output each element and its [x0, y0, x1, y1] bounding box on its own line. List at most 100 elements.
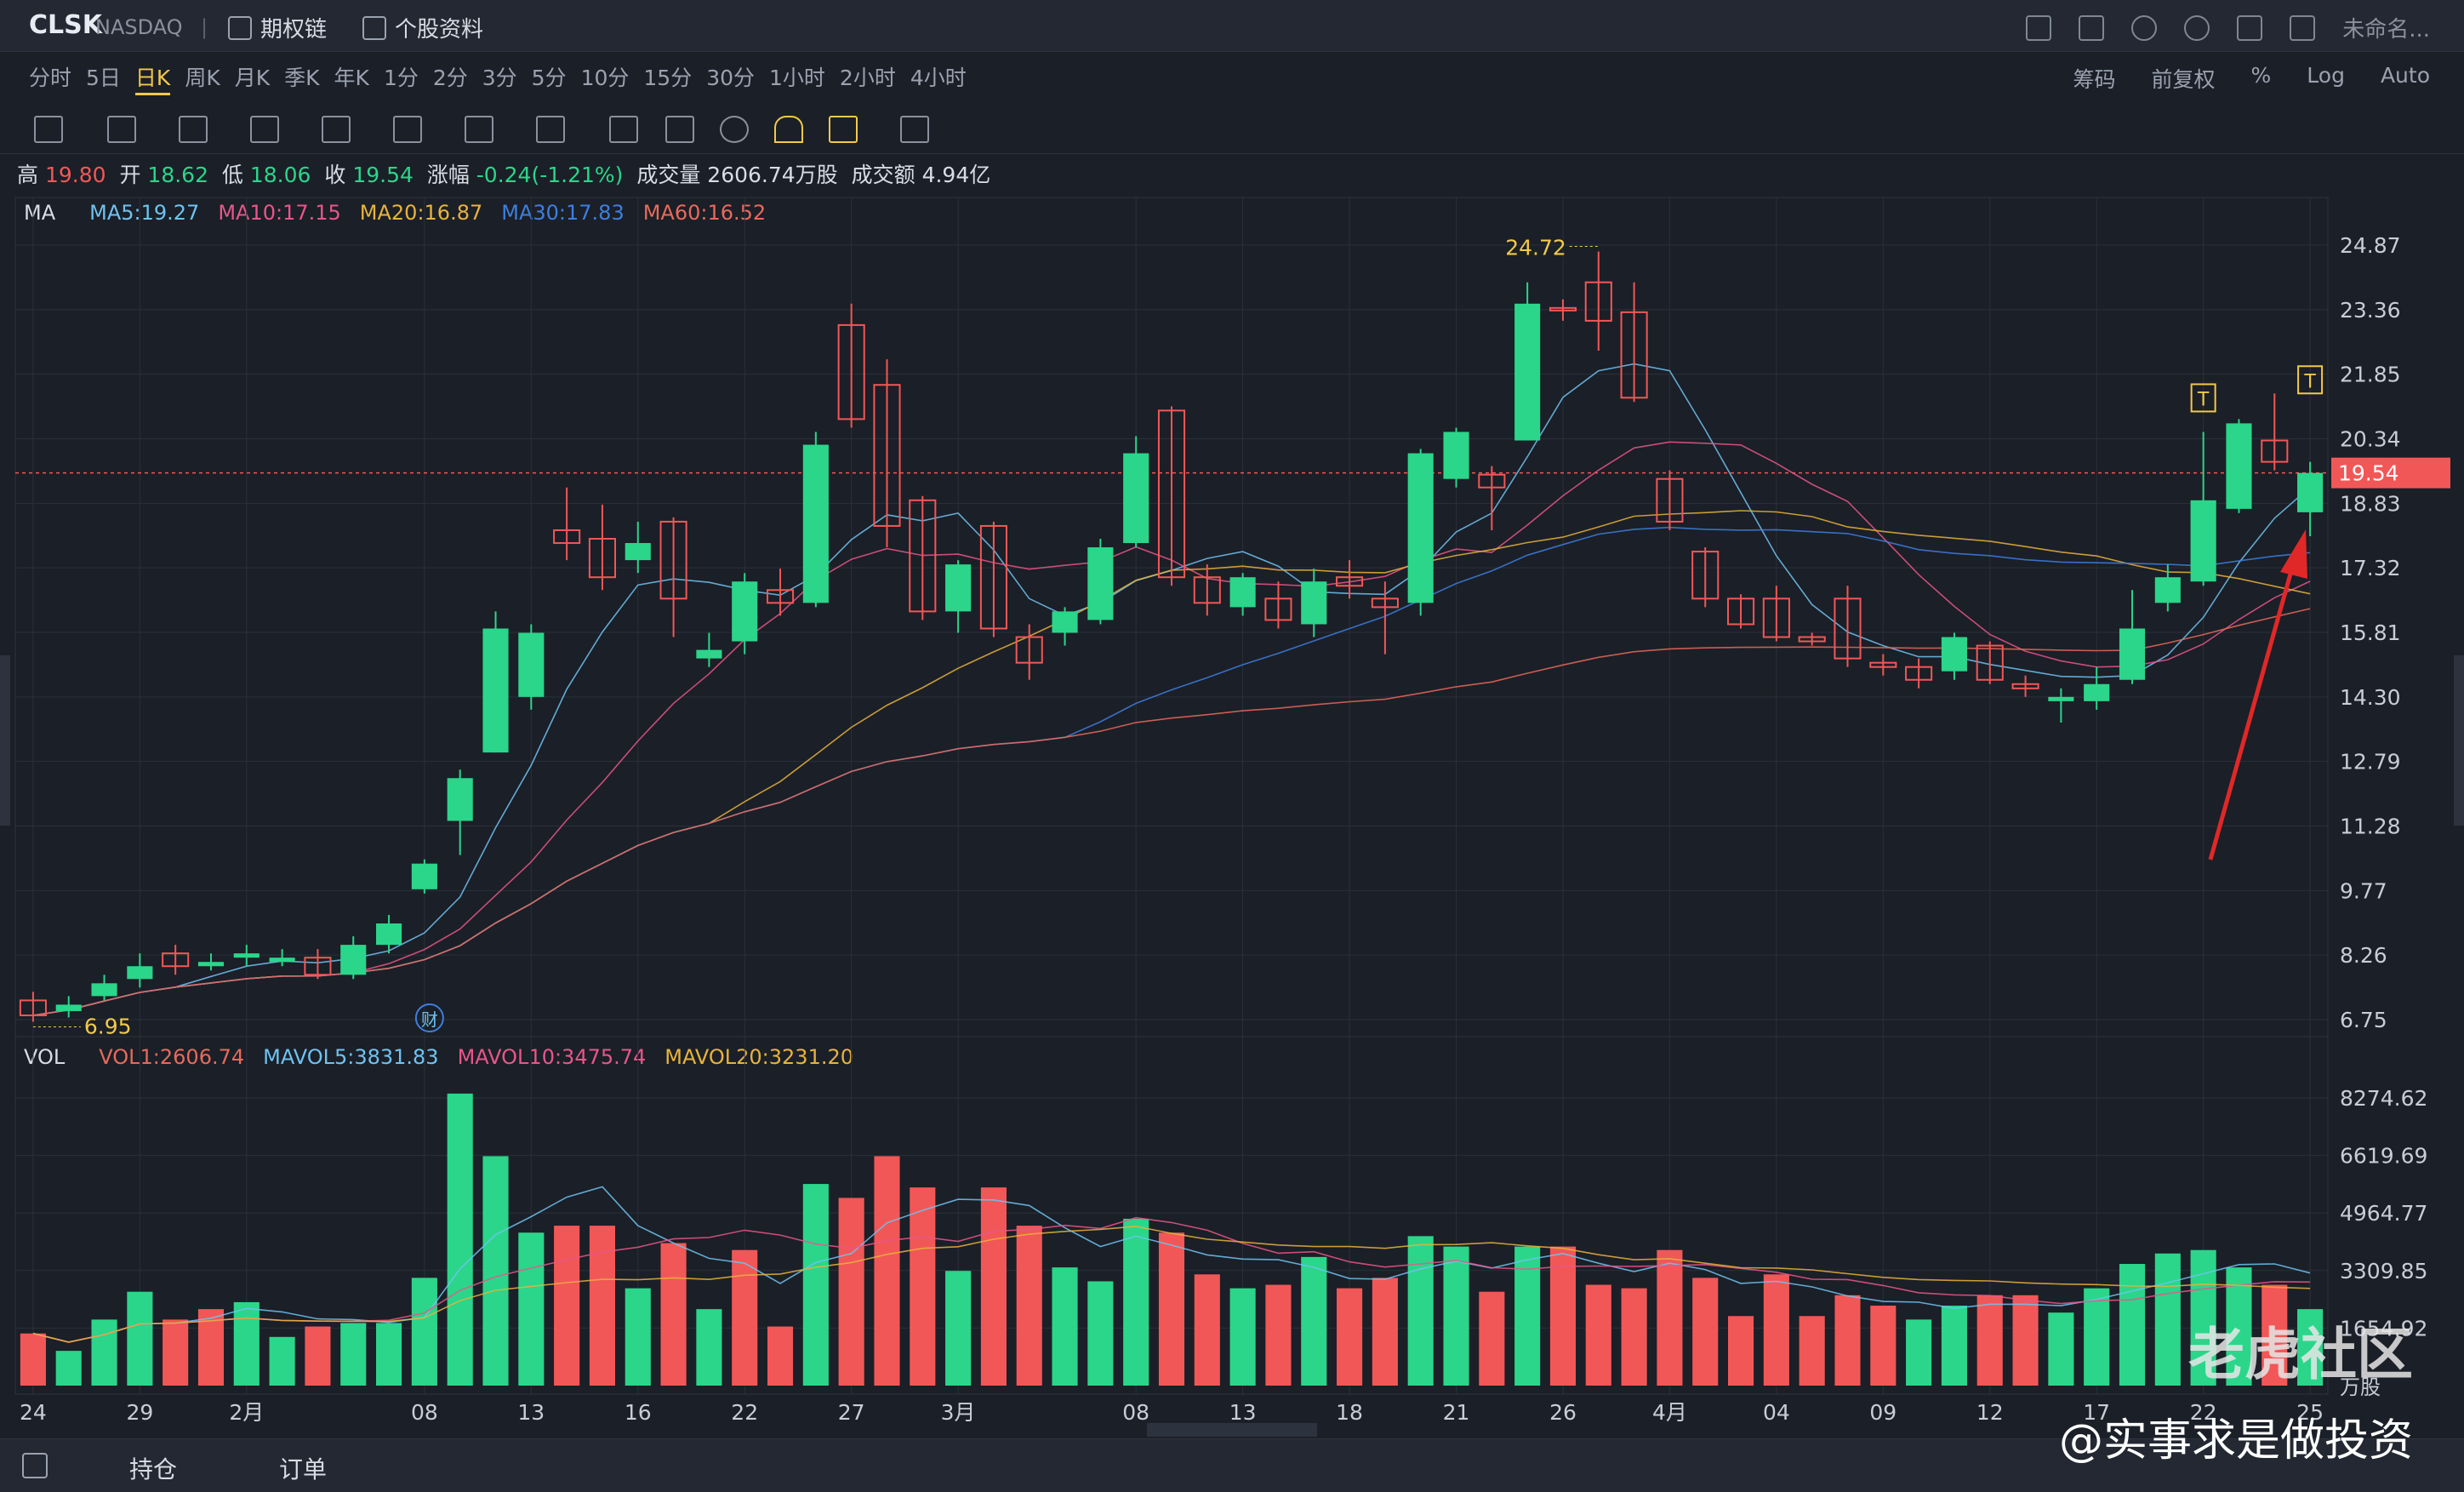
panel-toggle-icon[interactable] [22, 1453, 48, 1478]
volume-bar [1621, 1288, 1647, 1386]
ma-legend[interactable]: MA MA5:19.27 MA10:17.15 MA20:16.87 MA30:17.8… [24, 201, 784, 225]
chart-option[interactable]: Log [2307, 63, 2345, 88]
candle [1336, 560, 1364, 599]
candle [2011, 675, 2039, 697]
volume-bar [1052, 1267, 1078, 1386]
magnet-icon[interactable] [774, 116, 803, 143]
option-chain-link[interactable]: 期权链 [228, 12, 327, 43]
gear-icon[interactable] [2184, 14, 2210, 41]
grid-layout-icon[interactable] [2290, 14, 2316, 41]
edit-icon[interactable] [2079, 14, 2105, 41]
candle [1015, 624, 1043, 680]
bottom-collapse-handle [1147, 1423, 1317, 1437]
rectangle-tool-icon[interactable] [107, 116, 136, 143]
measure-tool-icon[interactable] [393, 116, 422, 143]
fullscreen-icon[interactable] [2237, 14, 2263, 41]
time-tick-label: 16 [625, 1400, 652, 1425]
chart-option[interactable]: % [2250, 63, 2272, 88]
candle [873, 359, 901, 548]
time-tick-label: 2月 [229, 1400, 264, 1425]
period-tab[interactable]: 2小时 [839, 66, 896, 90]
price-tick-label: 9.77 [2340, 878, 2387, 903]
arrow-tool-icon[interactable] [322, 116, 351, 143]
fibonacci-tool-icon[interactable] [250, 116, 279, 143]
volume-bar [802, 1184, 829, 1386]
period-tab[interactable]: 5日 [86, 66, 121, 90]
candle-body [1123, 453, 1149, 544]
chart-option[interactable]: Auto [2380, 63, 2430, 88]
indicator-tool-icon[interactable] [536, 116, 565, 143]
time-tick-label: 21 [1443, 1400, 1470, 1425]
candle [1514, 282, 1541, 441]
open-value: 18.62 [147, 163, 208, 187]
period-tab[interactable]: 15分 [643, 66, 693, 90]
period-tab[interactable]: 1小时 [769, 66, 825, 90]
ticker-symbol[interactable]: CLSK [29, 10, 102, 40]
volume-bar [1229, 1288, 1256, 1386]
period-tab[interactable]: 5分 [531, 66, 567, 90]
candle [1123, 436, 1149, 548]
lock-icon[interactable] [665, 116, 694, 143]
volume-bar [2119, 1264, 2146, 1386]
volume-bar [233, 1301, 260, 1386]
line-tool-icon[interactable] [34, 116, 63, 143]
time-tick-label: 09 [1869, 1400, 1896, 1425]
candle-body [2119, 628, 2146, 680]
pencil-icon[interactable] [609, 116, 638, 143]
period-tab[interactable]: 月K [234, 66, 271, 90]
candle [2084, 666, 2110, 710]
candle [2190, 432, 2216, 586]
candle-body [979, 524, 1007, 630]
eye-icon[interactable] [720, 116, 749, 143]
chart-option[interactable]: 前复权 [2151, 67, 2216, 92]
period-tab[interactable]: 年K [334, 66, 369, 90]
chart-option[interactable]: 筹码 [2073, 67, 2116, 92]
price-tick-label: 21.85 [2340, 363, 2401, 387]
tab-orders[interactable]: 订单 [279, 1455, 328, 1483]
candle-body [2226, 423, 2252, 509]
volume-bar [874, 1156, 900, 1386]
link-icon[interactable] [829, 116, 858, 143]
period-tab[interactable]: 周K [185, 66, 220, 90]
period-tab[interactable]: 2分 [432, 66, 468, 90]
volume-bar [55, 1351, 82, 1386]
period-tab[interactable]: 3分 [482, 66, 517, 90]
period-tab[interactable]: 分时 [29, 66, 72, 90]
period-tab[interactable]: 30分 [706, 66, 756, 90]
tab-positions[interactable]: 持仓 [129, 1455, 178, 1483]
refresh-icon[interactable] [2131, 14, 2158, 41]
candle-body [1620, 311, 1648, 399]
period-tab[interactable]: 日K [134, 61, 171, 95]
period-tab[interactable]: 10分 [580, 66, 630, 90]
vol-legend[interactable]: VOL VOL1:2606.74 MAVOL5:3831.83 MAVOL10:347… [24, 1045, 872, 1069]
chart-icon[interactable] [2026, 14, 2052, 41]
candle [233, 945, 260, 967]
candle-body [1941, 637, 1967, 672]
candle [1301, 569, 1327, 637]
time-tick-label: 4月 [1652, 1400, 1687, 1425]
volume-bar [2154, 1253, 2181, 1386]
period-tab[interactable]: 4小时 [910, 66, 967, 90]
text-tool-icon[interactable] [465, 116, 493, 143]
finance-marker-label: 财 [421, 1009, 438, 1030]
pattern-tool-icon[interactable] [179, 116, 208, 143]
candle-body [588, 538, 617, 579]
period-tab[interactable]: 季K [284, 66, 320, 90]
volume-bar [20, 1333, 46, 1386]
price-tick-label: 23.36 [2340, 298, 2401, 323]
trash-icon[interactable] [900, 116, 929, 143]
volume-bar [91, 1319, 117, 1386]
price-tick-label: 20.34 [2340, 427, 2401, 452]
volume-bar [696, 1309, 722, 1386]
volume-bar [1727, 1316, 1754, 1386]
stock-profile-link[interactable]: 个股资料 [362, 12, 483, 43]
volume-bar [767, 1326, 794, 1386]
candle [802, 432, 829, 608]
volume-bar [1301, 1256, 1327, 1386]
time-tick-label: 18 [1336, 1400, 1363, 1425]
layout-name-dropdown[interactable]: 未命名... [2342, 17, 2430, 43]
volume-bar [625, 1288, 651, 1386]
candle [1052, 607, 1078, 646]
period-tab[interactable]: 1分 [383, 66, 419, 90]
